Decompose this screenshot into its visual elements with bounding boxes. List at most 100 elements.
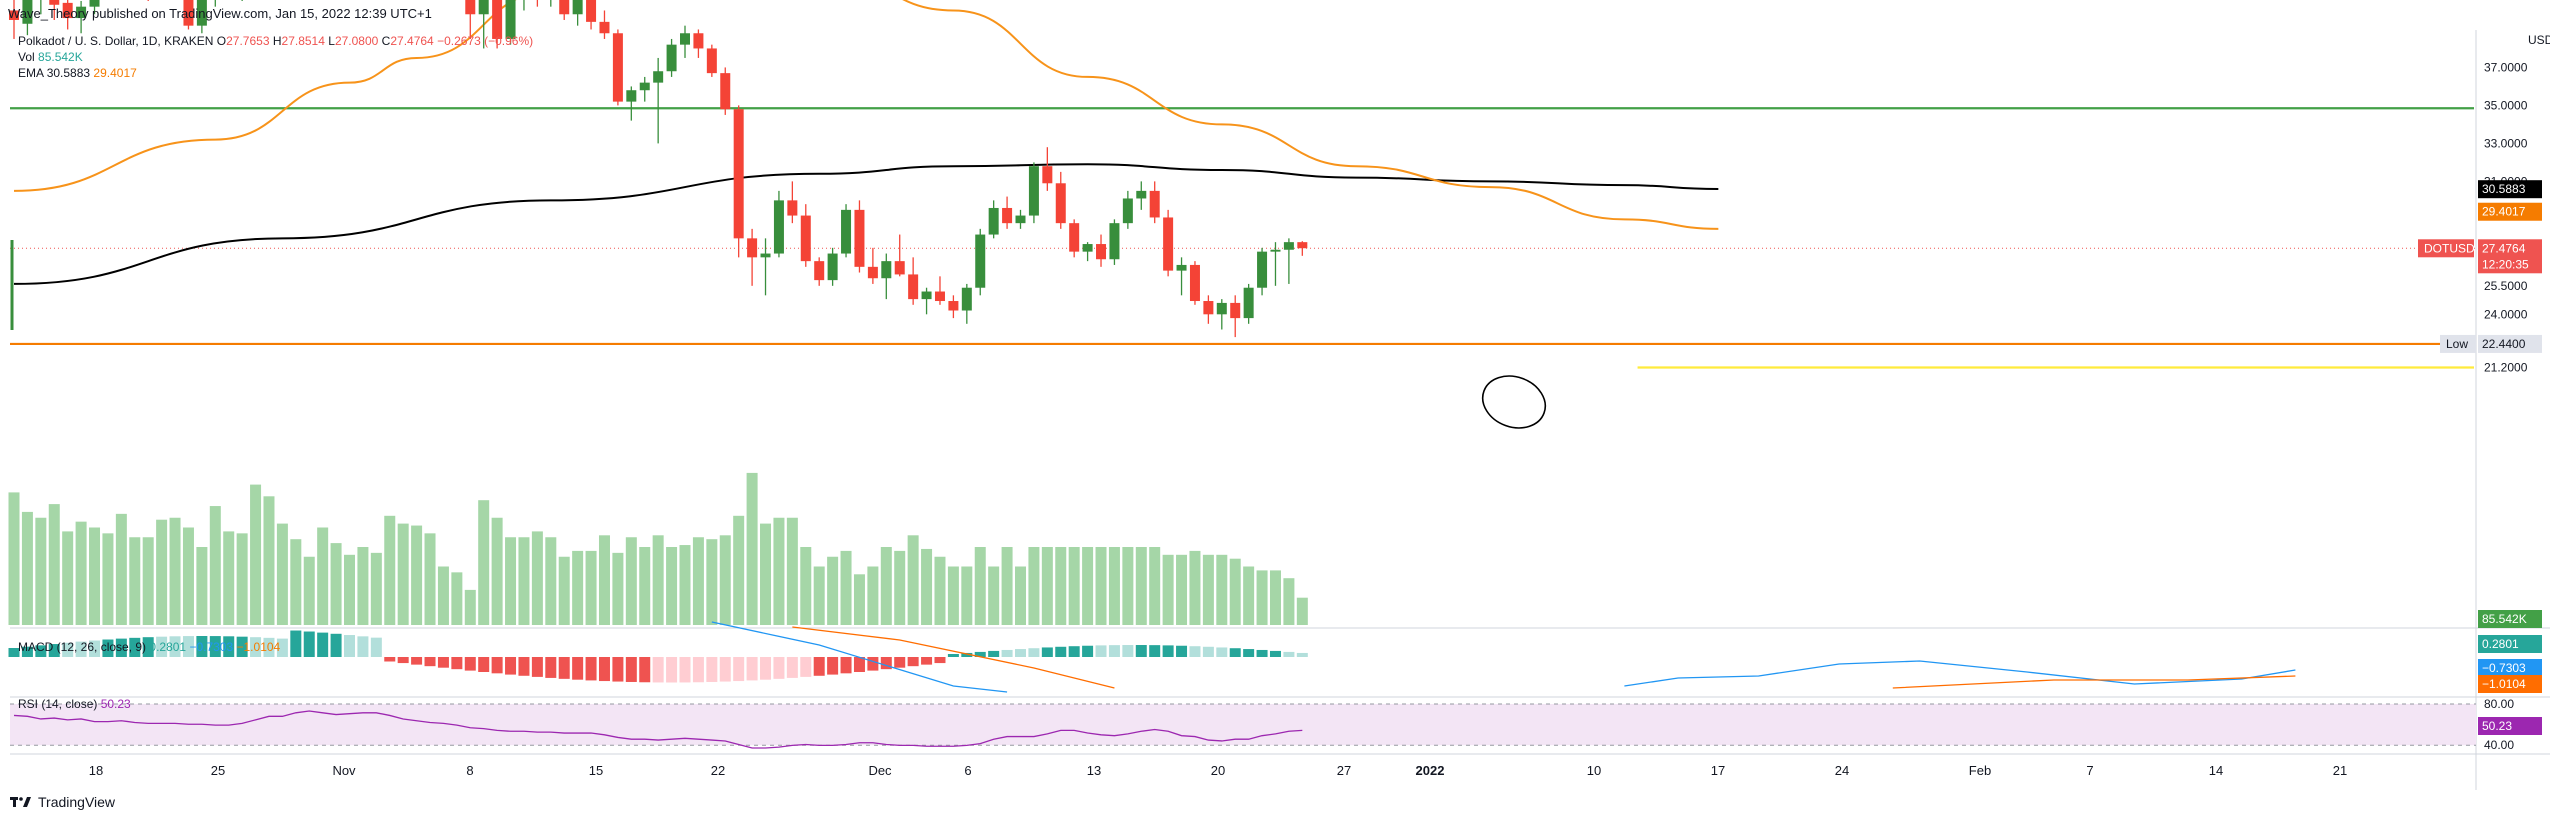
macd-histogram-bar	[1028, 648, 1040, 657]
low-tag-bg	[2440, 334, 2476, 353]
macd-histogram-bar	[182, 636, 194, 657]
macd-histogram-bar	[733, 657, 745, 682]
symbol-tag-text: DOTUSD	[2424, 241, 2475, 255]
candle-body	[908, 274, 919, 300]
macd-histogram-bar	[853, 657, 865, 672]
ema-label[interactable]: EMA	[18, 66, 44, 80]
macd-histogram-bar	[1269, 650, 1281, 657]
volume-bar	[733, 515, 745, 625]
macd-histogram-bar	[974, 651, 986, 657]
macd-histogram-bar	[1229, 648, 1241, 657]
macd-tag-bg	[2478, 635, 2542, 653]
macd-tag: 0.2801	[2478, 635, 2542, 653]
macd-histogram-bar	[223, 636, 235, 657]
macd-histogram-bar	[1041, 647, 1053, 657]
time-tick-label: 22	[711, 763, 725, 778]
macd-signal-tag: −0.7303	[2478, 659, 2542, 677]
candle-body	[666, 44, 677, 72]
rsi-tag: 50.23	[2478, 717, 2542, 735]
candle-body	[183, 0, 194, 26]
volume-bar	[1135, 547, 1147, 625]
candle-body	[693, 33, 704, 49]
macd-histogram-bar	[303, 631, 315, 657]
macd-histogram-bar	[1015, 649, 1026, 657]
macd-histogram-bar	[1149, 645, 1161, 657]
candle-body	[1203, 301, 1214, 315]
rsi-title[interactable]: RSI (14, close)	[18, 697, 98, 711]
volume-bar	[169, 517, 181, 625]
volume-bar	[223, 531, 235, 625]
macd-histogram-bar	[598, 657, 610, 682]
horizontal-lines	[10, 107, 2474, 369]
macd-signal-tag-bg	[2478, 659, 2542, 677]
price-tick-label: 33.0000	[2484, 136, 2528, 150]
vol-label[interactable]: Vol	[18, 50, 35, 64]
macd-histogram-bar	[129, 637, 141, 657]
macd-histogram-bar	[35, 645, 47, 657]
time-axis[interactable]: 18 25 Nov 8 15 22 Dec 6 13 20 27 2022 10 17 24 Feb 7 14 21	[89, 763, 2347, 778]
volume-bar	[330, 543, 342, 625]
currency-label: USD	[2528, 33, 2550, 47]
volume-bar	[451, 572, 463, 625]
candle-body	[599, 21, 610, 34]
symbol-title[interactable]: Polkadot / U. S. Dollar, 1D, KRAKEN	[18, 34, 214, 48]
macd-histogram-bar	[1296, 652, 1308, 657]
volume-tag-text: 85.542K	[2482, 612, 2527, 626]
main-legend: Polkadot / U. S. Dollar, 1D, KRAKEN O27.…	[18, 34, 534, 80]
macd-histogram-bar	[344, 635, 355, 657]
rsi-pane	[10, 703, 2476, 749]
candle-body	[653, 71, 664, 83]
candle-body	[572, 0, 583, 15]
macd-histogram-bar	[505, 657, 517, 675]
rsi-legend: RSI (14, close) 50.23	[18, 697, 131, 711]
volume-bar	[639, 547, 651, 625]
countdown-tag-text: 12:20:35	[2482, 257, 2529, 271]
candle-body	[800, 215, 811, 262]
low-value: 27.0800	[334, 34, 379, 48]
volume-bar	[303, 556, 315, 625]
candle-body	[9, 10, 19, 20]
candle-body	[1109, 223, 1120, 260]
volume-bar	[397, 523, 409, 625]
candle-body	[773, 200, 784, 254]
macd-histogram-bar	[1122, 645, 1134, 657]
macd-histogram-bar	[746, 657, 758, 681]
ellipse-annotation[interactable]	[1475, 368, 1552, 437]
time-tick-label: 21	[2333, 763, 2347, 778]
candle-body	[62, 2, 73, 19]
candle-body	[1028, 166, 1039, 216]
macd-hist-value: −1.0104	[236, 640, 281, 654]
volume-bar	[853, 574, 865, 625]
low-value-tag: 22.4400	[2478, 334, 2542, 353]
time-tick-label: 17	[1711, 763, 1725, 778]
volume-bar	[760, 523, 772, 625]
candle-body	[1082, 244, 1093, 252]
volume-bar	[880, 547, 892, 625]
candle-body	[76, 6, 87, 19]
volume-bar	[625, 537, 637, 625]
macd-histogram-bar	[692, 657, 704, 683]
candle-body	[1176, 264, 1187, 271]
volume-bar	[370, 552, 382, 625]
candle-body	[465, 0, 476, 15]
volume-bar	[1162, 554, 1174, 625]
candle-body	[988, 207, 999, 235]
price-tick-label: 21.2000	[2484, 360, 2528, 374]
candle-body	[612, 33, 623, 102]
macd-histogram-bar	[572, 657, 584, 680]
volume-bar	[317, 527, 329, 625]
macd-title[interactable]: MACD (12, 26, close, 9)	[18, 640, 147, 654]
volume-bar	[706, 539, 718, 625]
macd-histogram-bar	[437, 657, 449, 668]
macd-histogram-bar	[947, 654, 959, 657]
candle-body	[841, 209, 852, 254]
macd-histogram-bar	[988, 650, 1000, 657]
volume-bar	[290, 539, 302, 625]
time-tick-label: 20	[1211, 763, 1225, 778]
macd-histogram-bar	[666, 657, 678, 683]
volume-bar	[974, 547, 986, 625]
macd-histogram-bar	[276, 638, 288, 657]
candle-body	[975, 234, 986, 288]
chart-grid	[10, 30, 2550, 790]
